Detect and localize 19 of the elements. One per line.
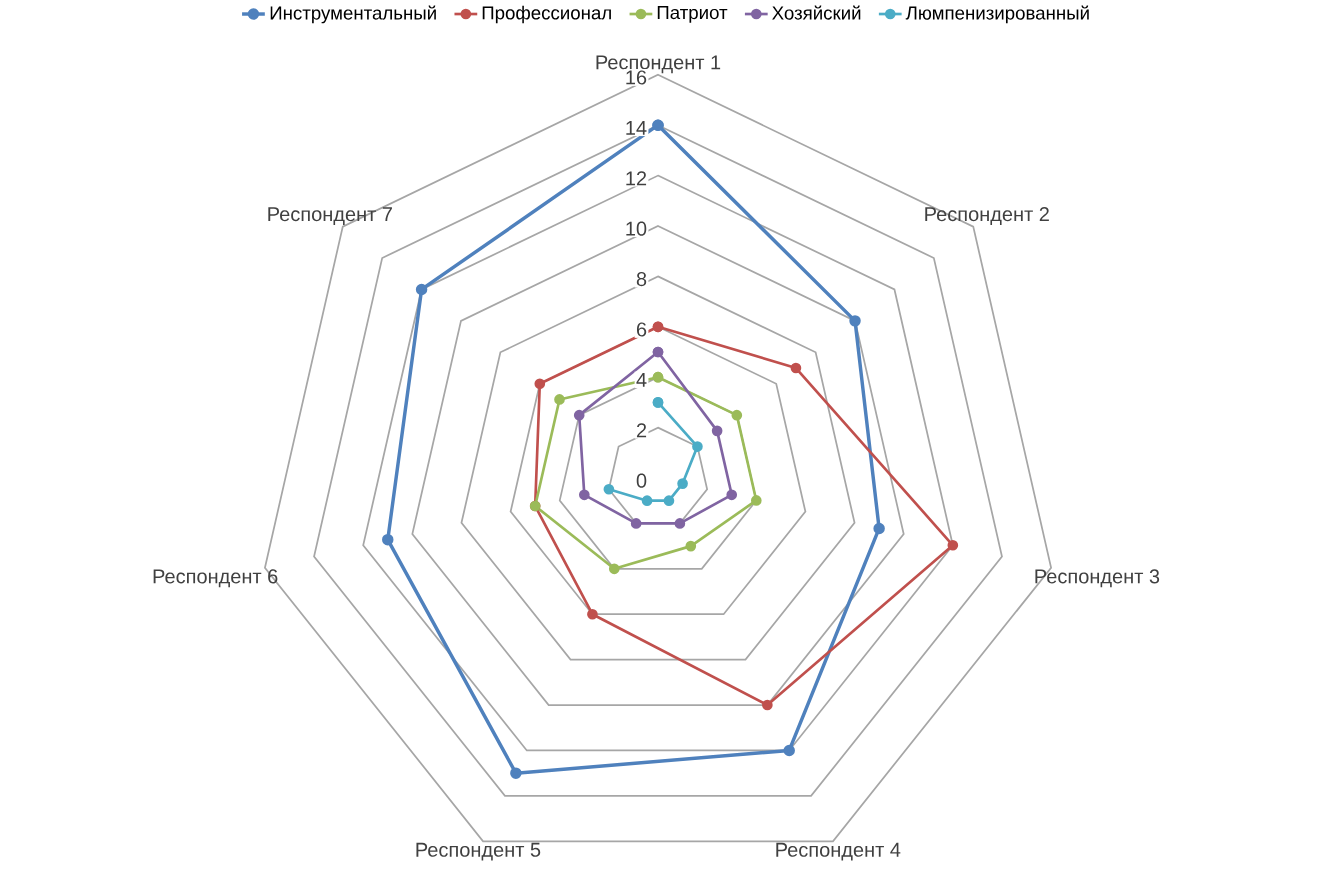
y-tick-label: 2: [636, 423, 647, 438]
legend-label: Инструментальный: [270, 5, 436, 24]
spoke-label: Респондент 6: [153, 569, 278, 588]
spoke-label: Респондент 4: [776, 842, 901, 861]
y-tick-label: 0: [636, 473, 647, 488]
legend-label: Патриот: [657, 6, 728, 23]
y-tick-label: 8: [636, 271, 647, 287]
spoke-label: Респондент 7: [268, 207, 392, 225]
legend-label: Хозяйский: [772, 5, 861, 20]
y-tick-label: 12: [626, 171, 647, 186]
y-tick-label: 10: [626, 221, 647, 236]
legend-label: Люмпенизированный: [905, 5, 1089, 24]
legend-label: Профессионал: [482, 5, 611, 24]
y-tick-label: 6: [636, 322, 647, 337]
spoke-label: Респондент 5: [416, 842, 541, 861]
spoke-label: Респондент 3: [1035, 569, 1160, 588]
y-tick-label: 14: [626, 120, 647, 135]
y-tick-label: 4: [636, 372, 647, 387]
spoke-label: Респондент 2: [925, 207, 1049, 225]
